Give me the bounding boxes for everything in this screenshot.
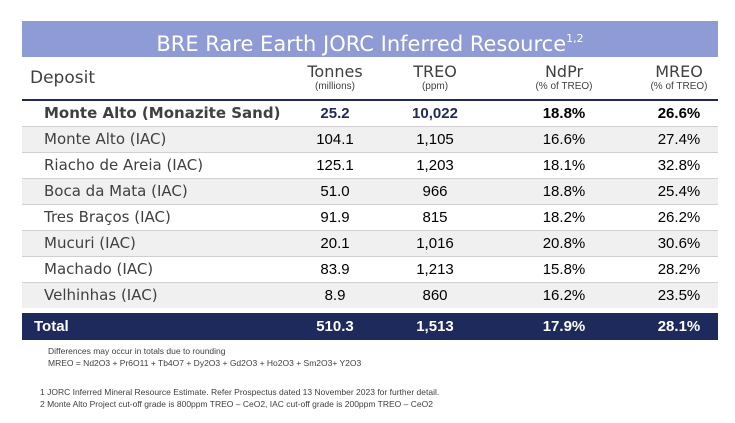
row-divider <box>22 282 718 283</box>
total-label: Total <box>34 318 69 335</box>
treo-cell: 1,203 <box>416 157 454 174</box>
table-row: Riacho de Areia (IAC) 125.1 1,203 18.1% … <box>22 153 718 178</box>
rounding-note: Differences may occur in totals due to r… <box>48 346 226 356</box>
mreo-cell: 26.2% <box>657 209 701 226</box>
treo-cell: 1,016 <box>416 235 454 252</box>
table-row: Machado (IAC) 83.9 1,213 15.8% 28.2% <box>22 257 718 282</box>
mreo-cell: 23.5% <box>657 287 701 304</box>
header-deposit: Deposit <box>30 68 95 88</box>
header-treo: TREO (ppm) <box>385 62 485 100</box>
total-treo-cell: 1,513 <box>416 318 454 335</box>
deposit-cell: Velhinhas (IAC) <box>44 286 158 304</box>
title-superscript: 1,2 <box>566 32 584 45</box>
mreo-cell: 26.6% <box>657 105 701 122</box>
row-divider <box>22 230 718 231</box>
ndpr-cell: 16.6% <box>542 131 586 148</box>
tonnes-cell: 104.1 <box>316 131 354 148</box>
row-divider <box>22 152 718 153</box>
deposit-cell: Machado (IAC) <box>44 260 154 278</box>
deposit-cell: Monte Alto (IAC) <box>44 130 167 148</box>
header-mreo: MREO (% of TREO) <box>629 62 729 100</box>
header-ndpr-unit: (% of TREO) <box>535 81 593 92</box>
treo-cell: 1,213 <box>416 261 454 278</box>
mreo-cell: 27.4% <box>657 131 701 148</box>
ndpr-cell: 15.8% <box>542 261 586 278</box>
title-text: BRE Rare Earth JORC Inferred Resource <box>156 32 567 56</box>
ndpr-cell: 18.8% <box>542 183 586 200</box>
table-row: Velhinhas (IAC) 8.9 860 16.2% 23.5% <box>22 283 718 308</box>
table-row: Monte Alto (IAC) 104.1 1,105 16.6% 27.4% <box>22 127 718 152</box>
header-mreo-label: MREO <box>655 62 703 81</box>
mreo-cell: 32.8% <box>657 157 701 174</box>
ndpr-cell: 18.8% <box>542 105 586 122</box>
tonnes-cell: 20.1 <box>320 235 350 252</box>
deposit-cell: Mucuri (IAC) <box>44 234 136 252</box>
deposit-cell: Riacho de Areia (IAC) <box>44 156 204 174</box>
total-tonnes-cell: 510.3 <box>316 318 354 335</box>
tonnes-cell: 51.0 <box>320 183 350 200</box>
deposit-cell: Boca da Mata (IAC) <box>44 182 188 200</box>
treo-cell: 1,105 <box>416 131 454 148</box>
treo-cell: 10,022 <box>412 105 458 122</box>
table-row: Mucuri (IAC) 20.1 1,016 20.8% 30.6% <box>22 231 718 256</box>
header-ndpr-label: NdPr <box>544 62 584 81</box>
ndpr-cell: 18.2% <box>542 209 586 226</box>
table-row: Tres Braços (IAC) 91.9 815 18.2% 26.2% <box>22 205 718 230</box>
total-mreo-cell: 28.1% <box>657 318 701 335</box>
treo-cell: 966 <box>422 183 448 200</box>
header-ndpr: NdPr (% of TREO) <box>514 62 614 100</box>
tonnes-cell: 83.9 <box>320 261 350 278</box>
header-tonnes-label: Tonnes <box>307 62 363 81</box>
header-tonnes-unit: (millions) <box>315 81 355 92</box>
ndpr-cell: 18.1% <box>542 157 586 174</box>
header-divider <box>22 99 718 101</box>
header-tonnes: Tonnes (millions) <box>285 62 385 100</box>
row-divider <box>22 204 718 205</box>
total-row: Total 510.3 1,513 17.9% 28.1% <box>22 313 718 340</box>
ndpr-cell: 16.2% <box>542 287 586 304</box>
treo-cell: 860 <box>422 287 448 304</box>
table-row: Monte Alto (Monazite Sand) 25.2 10,022 1… <box>22 101 718 126</box>
tonnes-cell: 125.1 <box>316 157 354 174</box>
tonnes-cell: 91.9 <box>320 209 350 226</box>
row-divider <box>22 178 718 179</box>
row-divider <box>22 126 718 127</box>
mreo-cell: 30.6% <box>657 235 701 252</box>
footnote-2: 2 Monte Alto Project cut-off grade is 80… <box>40 399 433 409</box>
treo-cell: 815 <box>422 209 448 226</box>
tonnes-cell: 8.9 <box>324 287 346 304</box>
mreo-cell: 28.2% <box>657 261 701 278</box>
ndpr-cell: 20.8% <box>542 235 586 252</box>
footnote-1: 1 JORC Inferred Mineral Resource Estimat… <box>40 387 440 397</box>
header-mreo-unit: (% of TREO) <box>650 81 708 92</box>
mreo-formula-note: MREO = Nd2O3 + Pr6O11 + Tb4O7 + Dy2O3 + … <box>48 358 362 368</box>
tonnes-cell: 25.2 <box>320 105 350 122</box>
mreo-cell: 25.4% <box>657 183 701 200</box>
table-title: BRE Rare Earth JORC Inferred Resource1,2 <box>22 21 718 57</box>
deposit-cell: Tres Braços (IAC) <box>44 208 171 226</box>
deposit-cell: Monte Alto (Monazite Sand) <box>44 104 281 122</box>
row-divider <box>22 256 718 257</box>
total-ndpr-cell: 17.9% <box>542 318 586 335</box>
table-row: Boca da Mata (IAC) 51.0 966 18.8% 25.4% <box>22 179 718 204</box>
header-treo-unit: (ppm) <box>421 81 449 92</box>
header-treo-label: TREO <box>413 62 457 81</box>
